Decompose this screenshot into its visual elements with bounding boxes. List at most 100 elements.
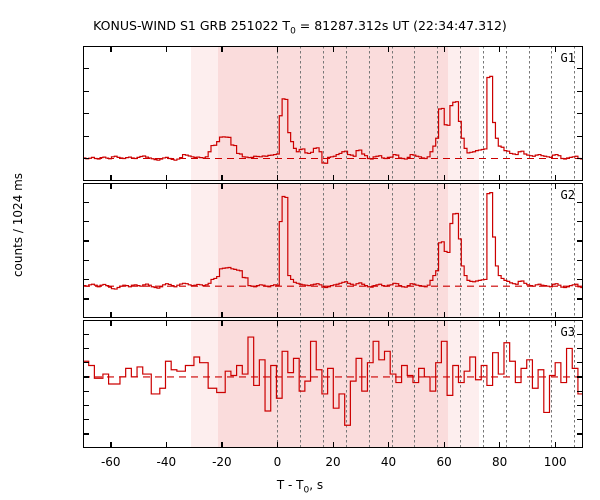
y-tick-mark xyxy=(83,390,89,392)
vertical-marker-line-2 xyxy=(323,183,325,318)
vertical-marker-line-4 xyxy=(368,320,370,448)
x-tick-mark xyxy=(110,183,112,189)
x-tick-mark xyxy=(110,320,112,326)
vertical-marker-line-3 xyxy=(346,320,348,448)
x-tick-mark xyxy=(276,175,279,181)
y-tick-mark xyxy=(577,347,583,350)
y-tick-mark xyxy=(83,183,89,184)
y-tick-mark xyxy=(577,259,583,261)
x-tick-mark xyxy=(110,312,112,318)
plot-panel-g2: G2 xyxy=(83,183,583,318)
x-tick-mark xyxy=(443,320,445,326)
curve-path xyxy=(83,192,583,290)
y-tick-mark xyxy=(83,68,89,70)
x-tick-mark xyxy=(499,320,501,326)
x-tick-mark xyxy=(443,442,445,448)
y-tick-mark xyxy=(83,46,89,47)
x-tick-mark xyxy=(554,46,557,52)
y-tick-mark xyxy=(83,180,89,181)
y-tick-mark xyxy=(577,362,583,364)
panel-frame xyxy=(83,320,583,448)
x-tick-mark xyxy=(332,183,334,189)
x-tick-mark xyxy=(499,312,501,318)
vertical-marker-line-9 xyxy=(483,320,484,448)
y-tick-mark xyxy=(577,113,583,115)
y-tick-mark xyxy=(577,390,583,392)
vertical-marker-line-11 xyxy=(528,183,530,318)
y-tick-mark xyxy=(83,201,89,204)
y-tick-mark xyxy=(83,240,89,242)
x-tick-mark xyxy=(165,46,168,52)
x-tick-mark xyxy=(165,312,168,318)
y-tick-mark xyxy=(83,333,89,336)
y-tick-mark xyxy=(83,362,89,364)
y-tick-mark xyxy=(83,404,89,407)
vertical-marker-line-0 xyxy=(277,46,279,181)
x-tick-mark xyxy=(165,442,168,448)
x-tick-mark xyxy=(443,183,445,189)
vertical-marker-line-9 xyxy=(483,46,484,181)
x-tick-mark xyxy=(110,46,112,52)
x-tick-mark xyxy=(276,320,279,326)
vertical-marker-line-13 xyxy=(574,320,576,448)
vertical-marker-line-4 xyxy=(368,183,370,318)
vertical-marker-line-6 xyxy=(414,46,416,181)
plot-panel-g3: G3 xyxy=(83,320,583,448)
vertical-marker-line-12 xyxy=(551,320,553,448)
y-tick-mark xyxy=(83,221,89,223)
x-axis-label-subscript: 0 xyxy=(303,485,310,496)
y-tick-mark xyxy=(83,298,89,300)
panel-frame xyxy=(83,183,583,318)
y-tick-mark xyxy=(83,158,89,160)
y-tick-mark xyxy=(577,240,583,242)
x-tick-mark xyxy=(110,175,112,181)
x-tick-mark xyxy=(554,175,557,181)
y-tick-mark xyxy=(83,317,89,318)
x-tick-mark xyxy=(332,175,334,181)
x-tick-mark xyxy=(221,175,223,181)
vertical-marker-line-10 xyxy=(505,320,507,448)
vertical-marker-line-6 xyxy=(414,183,416,318)
x-tick-mark xyxy=(276,312,279,318)
vertical-marker-line-12 xyxy=(551,183,553,318)
x-tick-label: 80 xyxy=(492,455,508,469)
vertical-marker-line-2 xyxy=(323,46,325,181)
y-tick-mark xyxy=(577,180,583,181)
light-curve-g2 xyxy=(83,192,583,290)
x-tick-label: 60 xyxy=(436,455,452,469)
x-axis-label-suffix: , s xyxy=(309,478,324,492)
x-tick-mark xyxy=(554,442,557,448)
vertical-marker-line-11 xyxy=(528,46,530,181)
y-tick-mark xyxy=(577,221,583,223)
x-tick-mark xyxy=(332,312,334,318)
y-tick-mark xyxy=(83,135,89,137)
panel-tag-g2: G2 xyxy=(560,188,575,202)
y-tick-mark xyxy=(577,447,583,448)
shaded-band-light-left xyxy=(191,183,218,318)
curve-path xyxy=(83,336,583,426)
y-tick-mark xyxy=(577,90,583,92)
panel-tag-g3: G3 xyxy=(560,325,575,339)
vertical-marker-line-3 xyxy=(346,183,348,318)
vertical-marker-line-13 xyxy=(574,46,576,181)
y-tick-mark xyxy=(577,298,583,300)
light-curve-g3 xyxy=(83,336,583,426)
x-tick-label: -60 xyxy=(100,455,121,469)
x-tick-mark xyxy=(110,442,112,448)
vertical-marker-line-4 xyxy=(368,46,370,181)
y-tick-mark xyxy=(83,447,89,448)
y-tick-mark xyxy=(577,433,583,435)
x-tick-mark xyxy=(388,183,390,189)
x-tick-mark xyxy=(332,320,334,326)
y-tick-mark xyxy=(577,183,583,184)
x-axis-label-prefix: T - T xyxy=(276,478,304,492)
y-tick-mark xyxy=(577,278,583,281)
vertical-marker-line-5 xyxy=(391,183,393,318)
vertical-marker-line-12 xyxy=(551,46,553,181)
y-tick-mark xyxy=(83,278,89,281)
x-tick-mark xyxy=(499,46,501,52)
page-title: KONUS-WIND S1 GRB 251022 T0 = 81287.312s… xyxy=(0,18,600,37)
x-tick-mark xyxy=(443,175,445,181)
x-tick-mark xyxy=(221,312,223,318)
title-prefix: KONUS-WIND S1 GRB 251022 T xyxy=(93,18,291,33)
